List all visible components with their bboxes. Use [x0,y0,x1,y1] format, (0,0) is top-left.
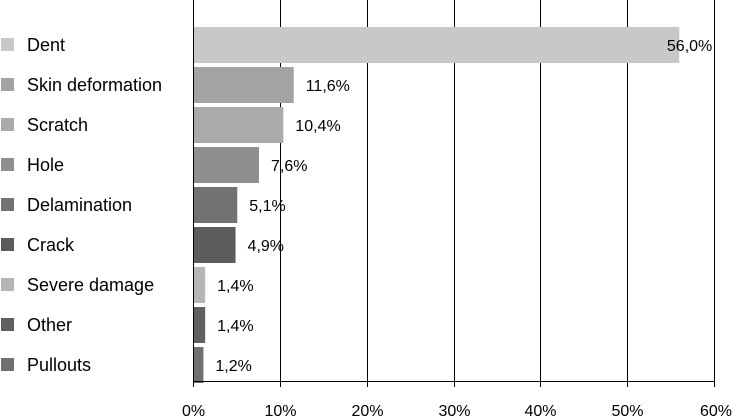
x-tick-label-0: 0% [182,403,205,420]
x-axis: 0% 10% 20% 30% 40% 50% 60% [182,0,732,420]
legend-swatch-8 [1,358,14,371]
legend-swatch-6 [1,278,14,291]
category-label-6: Severe damage [27,275,154,295]
legend-swatch-5 [1,238,14,251]
bar-0 [193,27,680,63]
category-label-3: Hole [27,155,64,175]
category-label-0: Dent [27,35,65,55]
legend-swatch-7 [1,318,14,331]
bar-4 [193,187,238,223]
x-tick-label-50: 50% [611,403,643,420]
value-label-7: 1,4% [217,318,253,335]
legend-swatch-0 [1,38,14,51]
x-tick-label-60: 60% [700,403,732,420]
category-label-1: Skin deformation [27,75,162,95]
bar-5 [193,227,236,263]
grid-lines [280,0,715,381]
bar-1 [193,67,294,103]
value-label-4: 5,1% [249,198,285,215]
bar-7 [193,307,206,343]
category-label-8: Pullouts [27,355,91,375]
value-label-6: 1,4% [217,278,253,295]
value-labels: 56,0% 11,6% 10,4% 7,6% 5,1% 4,9% 1,4% 1,4% 1,2% [215,38,712,375]
category-label-4: Delamination [27,195,132,215]
value-label-2: 10,4% [295,118,340,135]
x-tick-label-10: 10% [264,403,296,420]
value-label-3: 7,6% [271,158,307,175]
bar-6 [193,267,206,303]
value-label-8: 1,2% [215,358,251,375]
x-tick-label-20: 20% [351,403,383,420]
category-label-2: Scratch [27,115,88,135]
legend-swatch-3 [1,158,14,171]
category-label-5: Crack [27,235,75,255]
bars [193,27,680,383]
value-label-1: 11,6% [306,78,350,95]
category-label-7: Other [27,315,72,335]
legend-swatch-4 [1,198,14,211]
value-label-0: 56,0% [667,38,712,55]
category-legend: Dent Skin deformation Scratch Hole Delaminat… [1,35,162,375]
x-tick-label-40: 40% [524,403,556,420]
value-label-5: 4,9% [248,238,284,255]
legend-swatch-1 [1,78,14,91]
bar-2 [193,107,284,143]
bar-8 [193,347,204,383]
bar-3 [193,147,259,183]
legend-swatch-2 [1,118,14,131]
x-tick-label-30: 30% [438,403,470,420]
